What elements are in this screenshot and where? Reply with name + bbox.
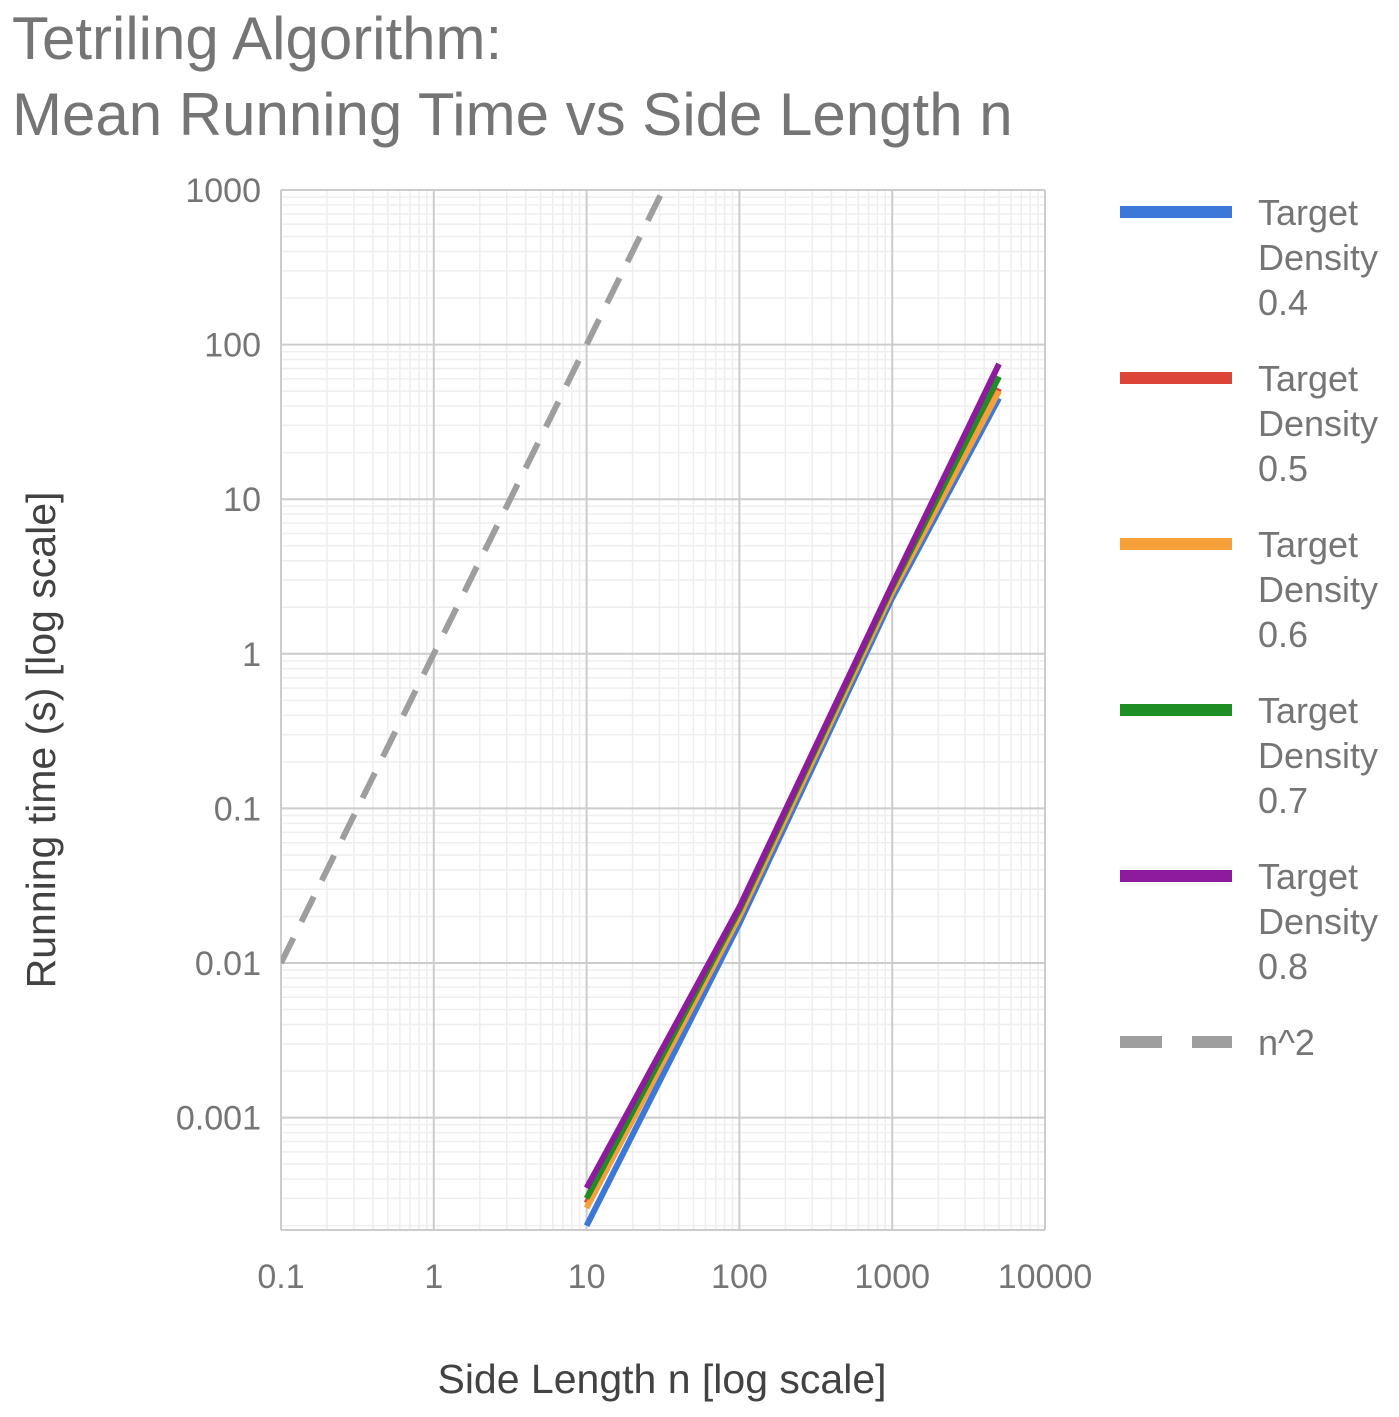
- y-tick-label: 1: [242, 636, 261, 674]
- legend-label: n^2: [1258, 1022, 1315, 1063]
- chart-title-line-2: Mean Running Time vs Side Length n: [12, 81, 1013, 148]
- y-tick-label: 100: [204, 327, 261, 365]
- y-tick-label: 1000: [185, 172, 261, 210]
- legend: Target Density 0.4 Target Density 0.5 Target De…: [1120, 192, 1378, 1063]
- minor-gridlines: [281, 190, 1045, 1230]
- x-tick-label: 10000: [998, 1258, 1093, 1296]
- major-gridlines: [280, 189, 1046, 1231]
- x-axis-label: Side Length n [log scale]: [437, 1356, 886, 1402]
- legend-label: Target Density 0.4: [1258, 192, 1378, 323]
- series-line: [583, 396, 1002, 1228]
- y-tick-label: 10: [223, 481, 261, 519]
- y-axis-label: Running time (s) [log scale]: [18, 492, 64, 989]
- y-tick-label: 0.1: [214, 790, 261, 828]
- y-tick-label: 0.001: [176, 1100, 261, 1138]
- chart-title-line-1: Tetriling Algorithm:: [12, 5, 503, 72]
- x-tick-label: 100: [711, 1258, 768, 1296]
- x-tick-label: 1000: [854, 1258, 930, 1296]
- x-tick-label: 0.1: [257, 1258, 304, 1296]
- legend-label: Target Density 0.7: [1258, 690, 1378, 821]
- x-tick-label: 1: [424, 1258, 443, 1296]
- legend-label: Target Density 0.5: [1258, 358, 1378, 489]
- legend-label: Target Density 0.6: [1258, 524, 1378, 655]
- legend-label: Target Density 0.8: [1258, 856, 1378, 987]
- x-tick-label: 10: [568, 1258, 606, 1296]
- tick-labels: 0.1 1 10 100 1000 10000 0.001 0.01 0.1 1 10 100 1000: [176, 172, 1092, 1296]
- y-tick-label: 0.01: [195, 945, 261, 983]
- series-line: [583, 362, 1002, 1190]
- series-layer: [281, 190, 1002, 1228]
- series-line: [281, 190, 666, 965]
